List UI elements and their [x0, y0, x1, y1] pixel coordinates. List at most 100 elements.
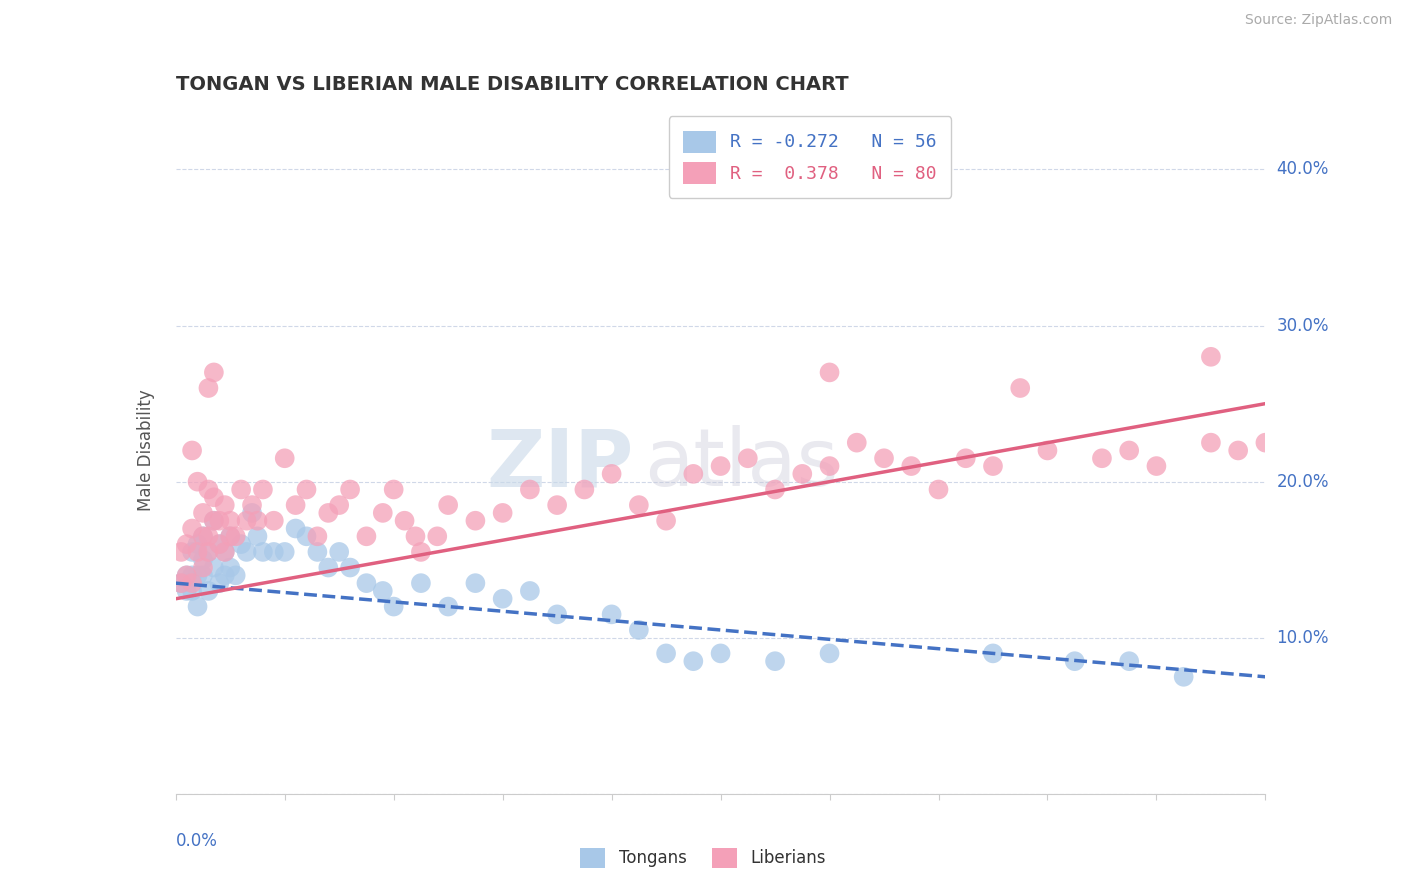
- Point: [818, 646, 841, 660]
- Point: [1173, 670, 1195, 684]
- Point: [655, 514, 678, 528]
- Point: [208, 576, 231, 591]
- Point: [284, 498, 307, 512]
- Point: [202, 366, 225, 380]
- Point: [371, 506, 394, 520]
- Point: [600, 607, 623, 622]
- Point: [382, 599, 405, 614]
- Point: [246, 529, 269, 543]
- Point: [710, 458, 733, 473]
- Point: [1010, 381, 1032, 395]
- Point: [519, 583, 541, 598]
- Point: [519, 483, 541, 497]
- Point: [191, 529, 214, 543]
- Point: [240, 498, 263, 512]
- Point: [170, 545, 193, 559]
- Point: [627, 623, 650, 637]
- Point: [1118, 443, 1140, 458]
- Point: [214, 545, 236, 559]
- Point: [252, 545, 274, 559]
- Point: [202, 514, 225, 528]
- Point: [1091, 451, 1114, 466]
- Point: [219, 529, 242, 543]
- Point: [409, 576, 432, 591]
- Point: [208, 537, 231, 551]
- Point: [274, 545, 297, 559]
- Point: [197, 545, 219, 559]
- Point: [231, 483, 253, 497]
- Point: [252, 483, 274, 497]
- Point: [1364, 427, 1386, 442]
- Point: [1254, 435, 1277, 450]
- Point: [464, 514, 486, 528]
- Point: [492, 506, 515, 520]
- Point: [873, 451, 896, 466]
- Point: [225, 568, 247, 582]
- Point: [186, 568, 209, 582]
- Legend: Tongans, Liberians: Tongans, Liberians: [574, 841, 832, 875]
- Point: [197, 583, 219, 598]
- Point: [955, 451, 977, 466]
- Point: [235, 514, 257, 528]
- Point: [405, 529, 427, 543]
- Point: [1391, 412, 1406, 426]
- Point: [1118, 654, 1140, 668]
- Point: [191, 506, 214, 520]
- Point: [181, 583, 204, 598]
- Text: 20.0%: 20.0%: [1277, 473, 1329, 491]
- Point: [845, 435, 868, 450]
- Point: [263, 514, 285, 528]
- Point: [710, 646, 733, 660]
- Point: [186, 475, 209, 489]
- Text: 0.0%: 0.0%: [176, 831, 218, 850]
- Point: [382, 483, 405, 497]
- Point: [818, 366, 841, 380]
- Text: TONGAN VS LIBERIAN MALE DISABILITY CORRELATION CHART: TONGAN VS LIBERIAN MALE DISABILITY CORRE…: [176, 75, 848, 95]
- Point: [371, 583, 394, 598]
- Point: [263, 545, 285, 559]
- Point: [737, 451, 759, 466]
- Point: [214, 498, 236, 512]
- Point: [339, 483, 361, 497]
- Point: [214, 545, 236, 559]
- Point: [464, 576, 486, 591]
- Point: [181, 443, 204, 458]
- Point: [197, 381, 219, 395]
- Point: [214, 568, 236, 582]
- Point: [284, 521, 307, 535]
- Text: 10.0%: 10.0%: [1277, 629, 1329, 647]
- Point: [225, 529, 247, 543]
- Point: [176, 537, 198, 551]
- Point: [202, 514, 225, 528]
- Point: [1199, 350, 1222, 364]
- Point: [208, 537, 231, 551]
- Point: [219, 514, 242, 528]
- Point: [409, 545, 432, 559]
- Point: [394, 514, 416, 528]
- Point: [437, 498, 460, 512]
- Text: 40.0%: 40.0%: [1277, 161, 1329, 178]
- Point: [219, 560, 242, 574]
- Point: [1199, 435, 1222, 450]
- Point: [655, 646, 678, 660]
- Point: [763, 483, 786, 497]
- Point: [181, 568, 204, 582]
- Point: [981, 646, 1004, 660]
- Point: [763, 654, 786, 668]
- Point: [981, 458, 1004, 473]
- Point: [307, 529, 329, 543]
- Point: [600, 467, 623, 481]
- Point: [356, 529, 378, 543]
- Point: [1144, 458, 1167, 473]
- Point: [219, 529, 242, 543]
- Point: [928, 483, 950, 497]
- Point: [208, 514, 231, 528]
- Point: [246, 514, 269, 528]
- Point: [176, 568, 198, 582]
- Point: [1063, 654, 1085, 668]
- Point: [295, 529, 318, 543]
- Point: [186, 599, 209, 614]
- Point: [339, 560, 361, 574]
- Point: [191, 552, 214, 567]
- Point: [170, 576, 193, 591]
